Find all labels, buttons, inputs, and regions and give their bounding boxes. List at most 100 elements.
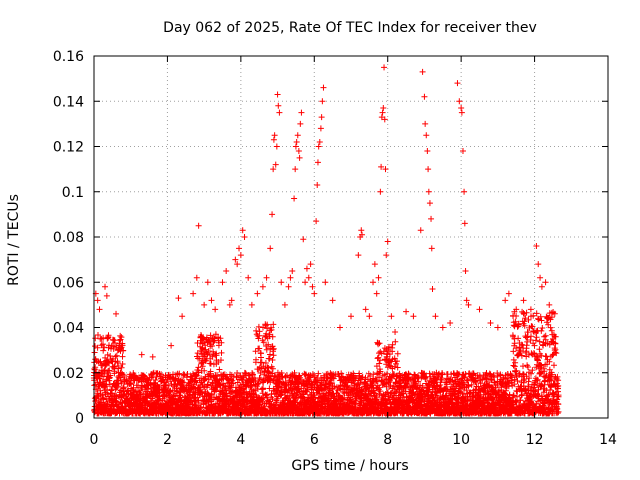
data-point <box>417 227 424 234</box>
data-point <box>269 211 276 218</box>
data-point <box>542 279 549 286</box>
data-point <box>447 319 454 326</box>
data-point <box>302 279 309 286</box>
data-point <box>204 279 211 286</box>
y-tick-label: 0.12 <box>53 140 84 156</box>
x-tick-label: 6 <box>310 432 319 448</box>
data-point <box>274 91 281 98</box>
data-point <box>383 252 390 259</box>
data-point <box>527 306 534 313</box>
data-point <box>267 245 274 252</box>
data-point <box>223 267 230 274</box>
data-point <box>355 252 362 259</box>
data-point <box>313 218 320 225</box>
data-point <box>168 342 175 349</box>
data-point <box>381 116 388 123</box>
data-point <box>98 335 105 342</box>
x-tick-label: 8 <box>383 432 392 448</box>
data-point <box>237 252 244 259</box>
x-axis-label: GPS time / hours <box>291 458 408 474</box>
data-point <box>322 279 329 286</box>
data-point <box>424 148 431 155</box>
data-point <box>366 313 373 320</box>
data-point <box>291 195 298 202</box>
data-point <box>551 347 558 354</box>
data-point <box>254 290 261 297</box>
data-point <box>94 297 101 304</box>
data-point <box>371 261 378 268</box>
data-point <box>419 68 426 75</box>
data-point <box>236 245 243 252</box>
data-point <box>234 261 241 268</box>
data-point <box>505 290 512 297</box>
data-point <box>375 274 382 281</box>
data-point <box>476 306 483 313</box>
data-point <box>549 335 556 342</box>
data-point <box>378 163 385 170</box>
data-point <box>454 80 461 87</box>
data-point <box>318 114 325 121</box>
data-point <box>219 279 226 286</box>
data-point <box>175 295 182 302</box>
data-point <box>546 301 553 308</box>
data-point <box>380 105 387 112</box>
data-point <box>428 215 435 222</box>
data-point <box>239 227 246 234</box>
x-tick-label: 10 <box>452 432 470 448</box>
data-point <box>329 297 336 304</box>
data-point <box>458 105 465 112</box>
data-point <box>421 93 428 100</box>
data-point <box>439 324 446 331</box>
data-point <box>259 283 266 290</box>
x-tick-label: 0 <box>90 432 99 448</box>
axis-ticks <box>93 55 609 419</box>
data-point <box>432 313 439 320</box>
data-point <box>336 324 343 331</box>
data-point <box>208 297 215 304</box>
data-point <box>382 166 389 173</box>
data-point <box>425 188 432 195</box>
data-point <box>494 324 501 331</box>
data-point <box>381 64 388 71</box>
data-point <box>281 301 288 308</box>
data-point <box>359 231 366 238</box>
y-tick-label: 0.14 <box>53 94 84 110</box>
data-point <box>533 243 540 250</box>
chart-title: Day 062 of 2025, Rate Of TEC Index for r… <box>163 20 537 36</box>
y-tick-label: 0.04 <box>53 321 84 337</box>
data-point <box>316 138 323 145</box>
x-tick-label: 12 <box>526 432 544 448</box>
data-point <box>271 132 278 139</box>
data-point <box>195 222 202 229</box>
data-point <box>289 267 296 274</box>
data-point <box>388 313 395 320</box>
data-point <box>292 166 299 173</box>
data-point <box>513 306 520 313</box>
data-point <box>96 306 103 313</box>
data-point <box>179 313 186 320</box>
data-point <box>138 351 145 358</box>
data-point <box>425 166 432 173</box>
data-point <box>276 109 283 116</box>
grid-lines <box>94 56 608 418</box>
data-point <box>520 297 527 304</box>
data-point <box>317 125 324 132</box>
data-point <box>314 181 321 188</box>
data-point <box>319 98 326 105</box>
data-point <box>315 143 322 150</box>
data-point <box>248 301 255 308</box>
data-point <box>285 283 292 290</box>
data-point <box>348 313 354 320</box>
x-tick-label: 4 <box>236 432 245 448</box>
data-point <box>270 136 277 143</box>
data-point <box>263 274 270 281</box>
data-point <box>537 274 544 281</box>
x-tick-labels: 0 2 4 6 8 10 12 14 <box>90 432 617 448</box>
data-point <box>538 283 545 290</box>
y-tick-label: 0.02 <box>53 366 84 382</box>
data-point <box>403 308 410 315</box>
data-point <box>458 109 465 116</box>
data-point <box>113 310 120 317</box>
data-point <box>307 261 314 268</box>
data-point <box>295 148 302 155</box>
